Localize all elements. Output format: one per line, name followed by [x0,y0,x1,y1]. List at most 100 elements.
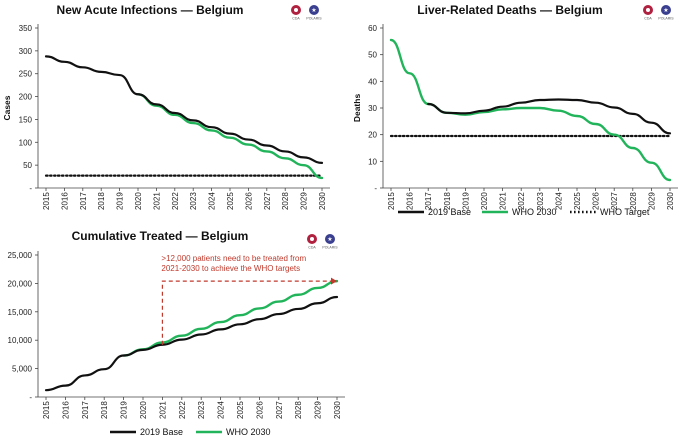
y-tick-label: 10 [368,157,377,166]
x-tick-label: 2019 [116,192,125,210]
series-line-base [44,295,339,392]
x-tick-label: 2021 [158,401,167,419]
x-tick-label: 2019 [461,192,470,210]
polaris-logo-icon [661,5,671,15]
polaris-star-icon: ★ [327,236,332,243]
treated-chart: Cumulative Treated — Belgium CDA ★ POLARIS -… [8,229,345,419]
y-tick-label: 20,000 [8,279,33,288]
polaris-logo-label: POLARIS [306,17,322,21]
annotation-text-line: 2021-2030 to achieve the WHO targets [161,264,300,273]
x-tick-label: 2023 [189,192,198,210]
annotation-bracket [161,280,333,345]
x-tick-label: 2024 [554,192,563,210]
x-tick-label: 2026 [255,401,264,419]
x-tick-label: 2021 [152,192,161,210]
cda-logo-label: CDA [644,17,652,21]
x-tick-label: 2025 [226,192,235,210]
y-tick-label: - [29,393,32,402]
cda-logo-center [310,237,314,241]
y-tick-label: 10,000 [8,336,33,345]
annotation-text-line: >12,000 patients need to be treated from [161,254,306,263]
cda-logo-label: CDA [308,246,316,250]
polaris-star-icon: ★ [311,7,316,14]
x-tick-label: 2022 [171,192,180,210]
logo-group: CDA ★ POLARIS [307,234,338,250]
y-tick-label: - [374,184,377,193]
y-axis-label: Cases [2,95,12,120]
y-tick-label: 60 [368,24,377,33]
logo-group: CDA ★ POLARIS [291,5,322,21]
x-tick-label: 2016 [61,401,70,419]
x-tick-label: 2015 [387,192,396,210]
x-tick-label: 2029 [647,192,656,210]
x-tick-label: 2023 [536,192,545,210]
y-tick-label: - [29,184,32,193]
series-line-who2030 [122,279,339,357]
x-tick-label: 2018 [100,401,109,419]
deaths-chart: Liver-Related Deaths — Belgium CDA ★ POLARI… [352,3,678,210]
y-tick-label: 300 [19,47,33,56]
polaris-logo-icon [325,234,335,244]
chart-title: New Acute Infections — Belgium [57,3,244,17]
x-tick-label: 2016 [406,192,415,210]
y-tick-label: 30 [368,104,377,113]
x-tick-label: 2029 [314,401,323,419]
legend-label-who2030: WHO 2030 [512,207,557,217]
legend-label-base: 2019 Base [428,207,471,217]
x-tick-label: 2018 [443,192,452,210]
y-tick-label: 25,000 [8,251,33,260]
y-tick-label: 50 [368,51,377,60]
x-tick-label: 2027 [275,401,284,419]
y-tick-label: 200 [19,93,33,102]
x-tick-label: 2019 [120,401,129,419]
x-tick-label: 2016 [60,192,69,210]
x-tick-label: 2015 [42,401,51,419]
x-tick-label: 2021 [499,192,508,210]
legend-label-who2030: WHO 2030 [226,427,271,437]
cda-logo-center [646,8,650,12]
x-tick-label: 2028 [629,192,638,210]
polaris-logo-label: POLARIS [658,17,674,21]
x-tick-label: 2017 [79,192,88,210]
x-tick-label: 2028 [294,401,303,419]
x-tick-label: 2029 [300,192,309,210]
chart-title: Liver-Related Deaths — Belgium [417,3,602,17]
y-tick-label: 50 [23,161,32,170]
bottom-legend: 2019 Base WHO 2030 [110,427,271,437]
x-tick-label: 2023 [197,401,206,419]
x-tick-label: 2027 [610,192,619,210]
cda-logo-center [294,8,298,12]
x-tick-label: 2015 [42,192,51,210]
y-tick-label: 100 [19,138,33,147]
y-axis-label: Deaths [352,94,362,123]
y-tick-label: 250 [19,70,33,79]
x-tick-label: 2020 [480,192,489,210]
x-tick-label: 2020 [134,192,143,210]
infections-chart: New Acute Infections — Belgium CDA ★ POLARI… [2,3,330,210]
x-tick-label: 2024 [208,192,217,210]
legend-label-target: WHO Target [600,207,650,217]
y-tick-label: 40 [368,77,377,86]
chart-title: Cumulative Treated — Belgium [72,229,249,243]
y-tick-label: 150 [19,115,33,124]
logo-group: CDA ★ POLARIS [643,5,674,21]
series-line-who2030 [136,93,324,180]
x-tick-label: 2022 [517,192,526,210]
x-tick-label: 2030 [333,401,342,419]
annotation-arrowhead [331,277,337,285]
y-tick-label: 15,000 [8,308,33,317]
x-tick-label: 2026 [244,192,253,210]
polaris-logo-label: POLARIS [322,246,338,250]
x-tick-label: 2017 [81,401,90,419]
x-tick-label: 2020 [139,401,148,419]
x-tick-label: 2022 [178,401,187,419]
series-line-who2030 [389,38,672,182]
x-tick-label: 2024 [217,401,226,419]
x-tick-label: 2027 [263,192,272,210]
x-tick-label: 2030 [666,192,675,210]
x-tick-label: 2026 [592,192,601,210]
x-tick-label: 2025 [573,192,582,210]
series-line-base [427,98,672,135]
x-tick-label: 2018 [97,192,106,210]
